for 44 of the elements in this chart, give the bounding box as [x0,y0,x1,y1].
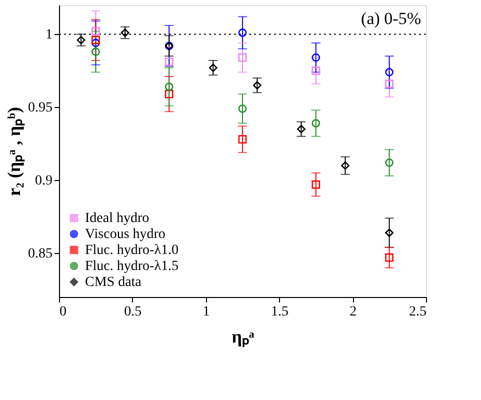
x-tick-label: 1.5 [270,304,288,320]
point [76,36,86,44]
x-axis-title: ηₚᵃ [232,326,255,348]
point [120,28,130,37]
y-tick-label: 0.9 [35,174,52,189]
point [312,180,320,189]
point [385,80,394,88]
annotation: (a) 0-5% [361,9,421,28]
point [92,38,100,48]
point [238,53,247,62]
legend-label: Viscous hydro [85,227,166,242]
point [297,124,306,134]
x-tick-label: 0.5 [124,304,142,320]
y-tick-label: 1 [46,28,52,43]
point [92,48,100,56]
legend-label: CMS data [85,275,142,290]
point [164,82,174,91]
point [92,27,100,36]
point [238,135,247,144]
legend-label: Fluc. hydro-λ1.5 [85,259,179,274]
point [312,119,320,128]
point [238,28,247,37]
point [164,90,174,98]
y-axis-title: r₂ (ηₚᵃ , ηₚᵇ) [4,107,25,196]
x-tick-label: 0 [60,304,66,320]
point [208,64,218,72]
point [385,228,394,237]
x-tick-label: 2.5 [409,304,426,320]
point [312,66,320,75]
legend-label: Ideal hydro [85,211,150,226]
y-tick-label: 0.85 [28,246,52,262]
x-tick-label: 2 [350,304,357,320]
point [341,161,350,170]
point [164,58,174,66]
point [252,81,262,90]
x-tick-label: 1 [202,304,210,320]
point [385,68,394,76]
point [92,36,100,44]
y-tick-label: 0.95 [28,100,52,116]
point [312,53,320,62]
legend-label: Fluc. hydro-λ1.0 [85,243,179,258]
point [385,253,394,262]
point [238,104,247,113]
point [385,158,394,167]
